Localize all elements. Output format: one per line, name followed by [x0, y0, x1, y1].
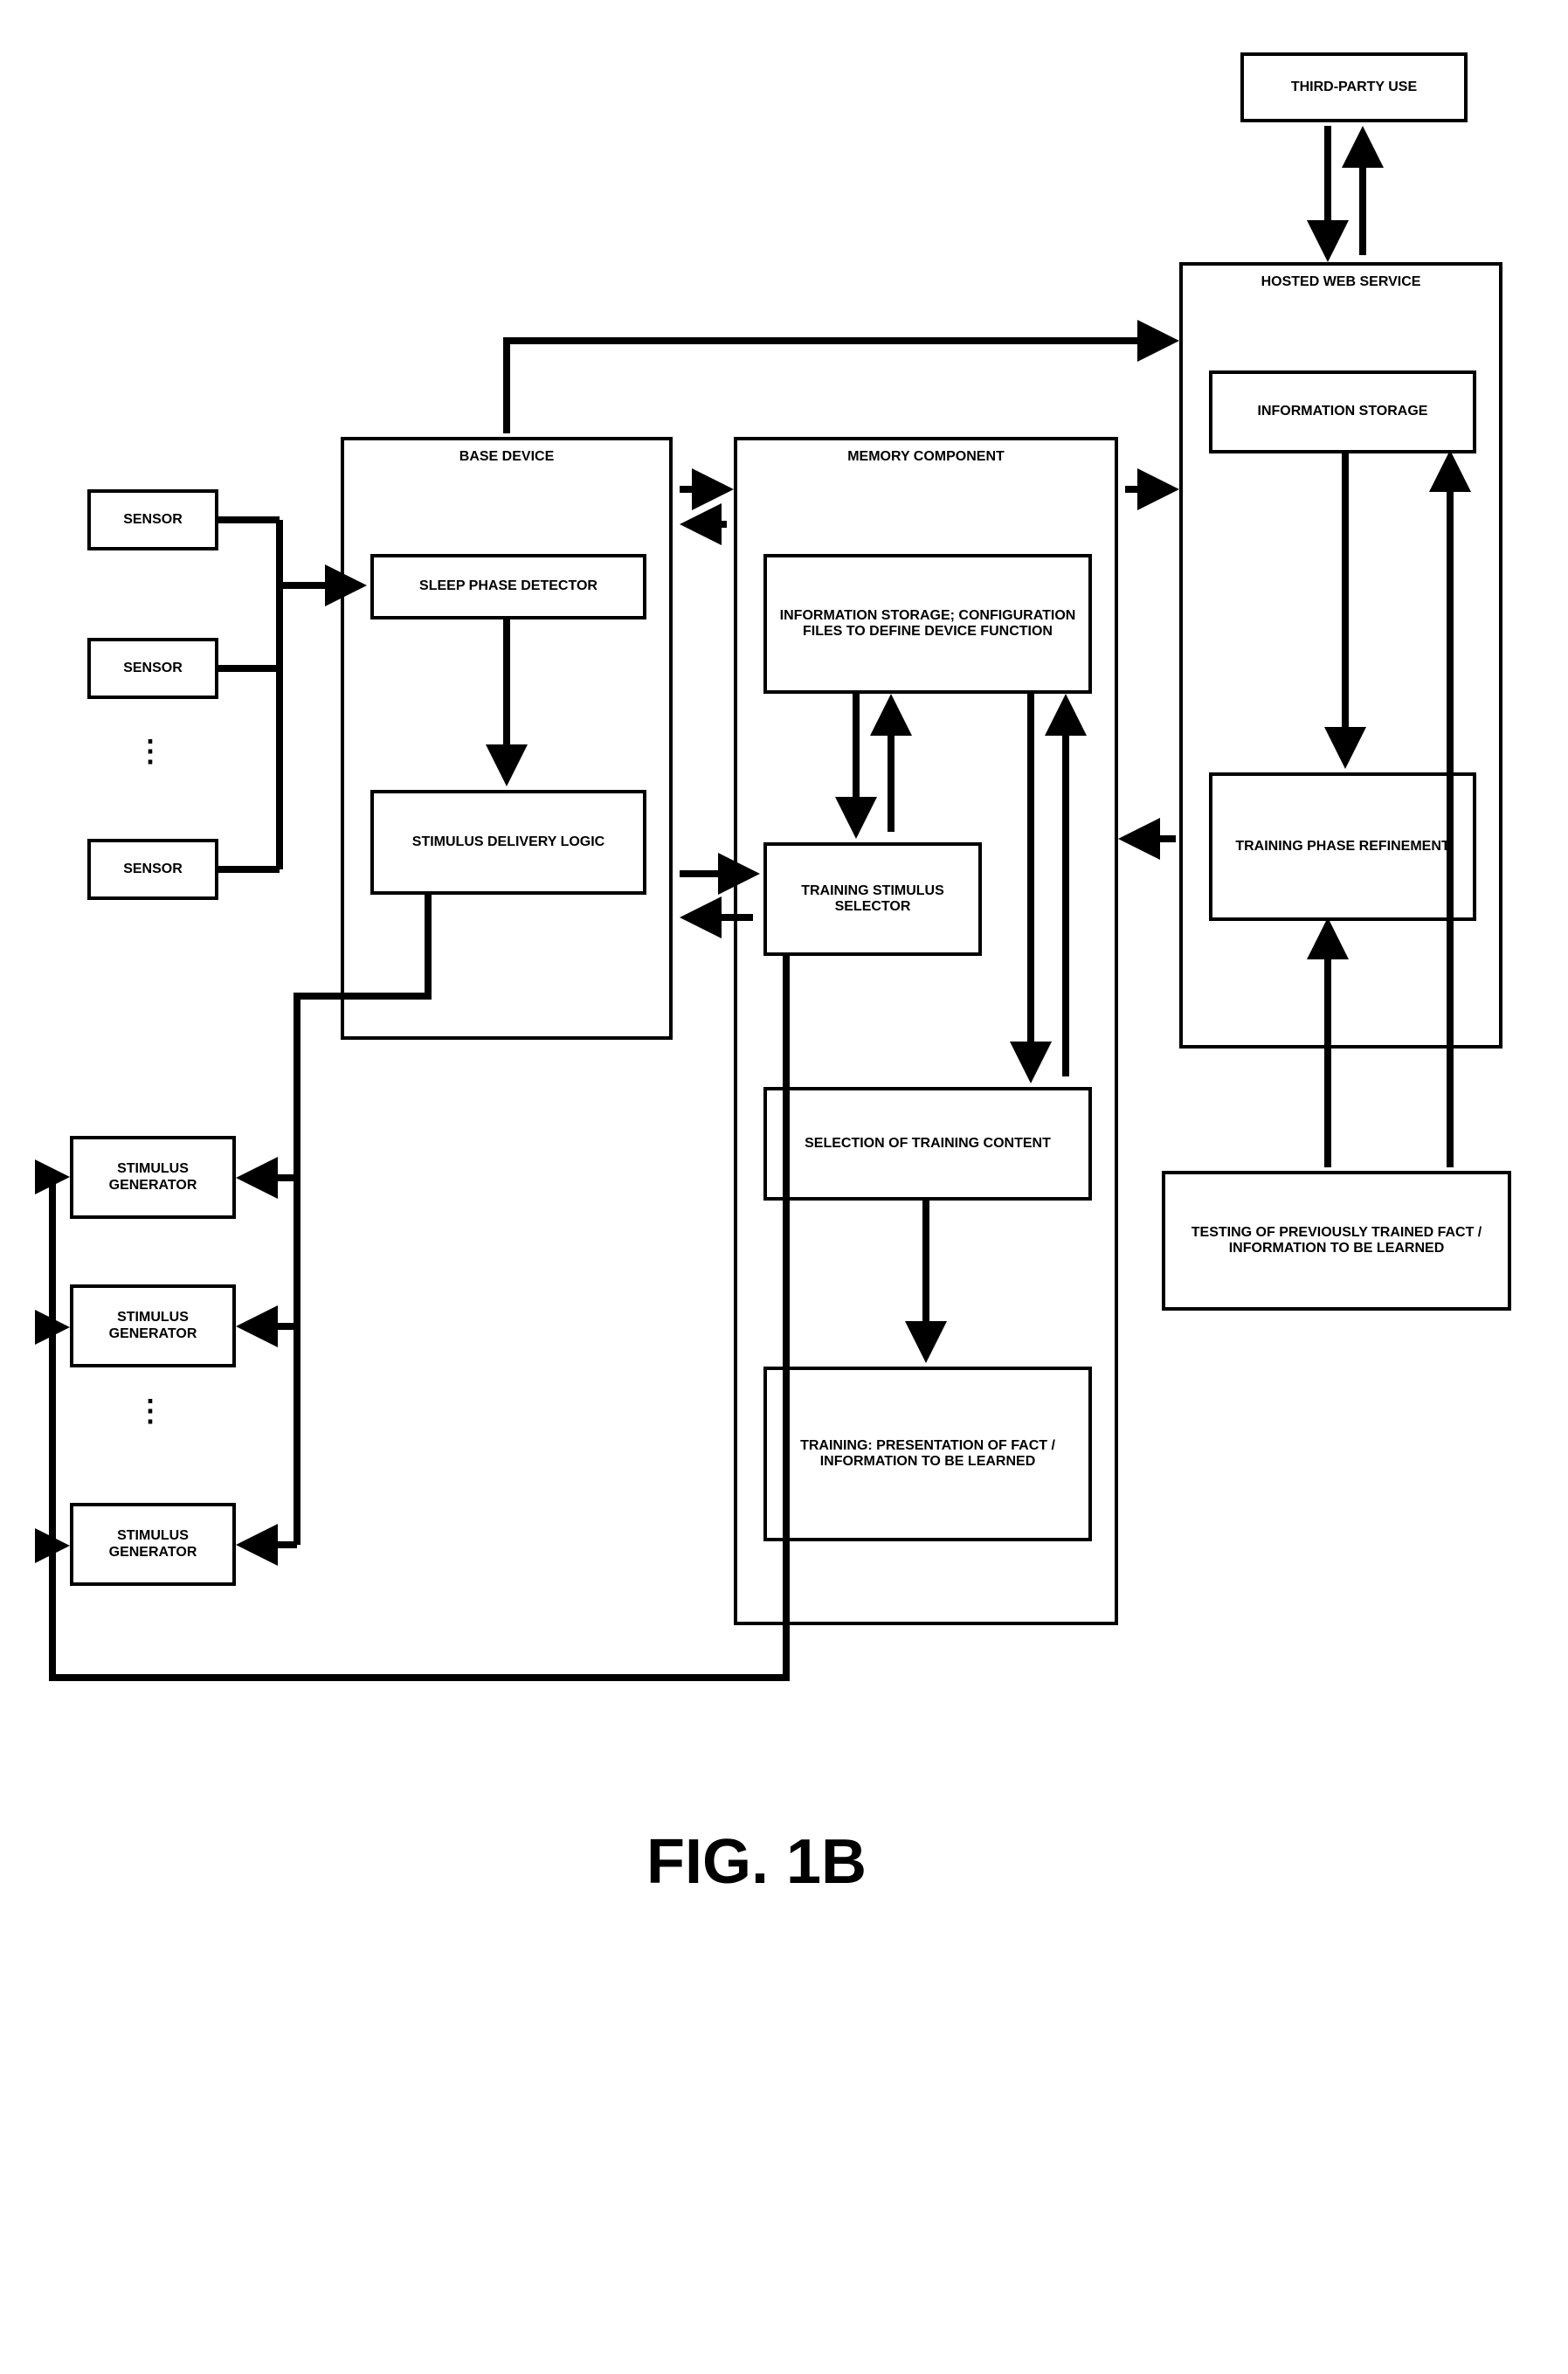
diagram-canvas: SENSOR SENSOR ⋮ SENSOR STIMULUS GENERATO…	[35, 35, 1533, 2339]
stimulus-generator-1: STIMULUS GENERATOR	[70, 1136, 236, 1219]
base-device-container: BASE DEVICE SLEEP PHASE DETECTOR STIMULU…	[341, 437, 673, 1040]
sensor-label: SENSOR	[123, 862, 183, 877]
stimulus-generator-label: STIMULUS GENERATOR	[82, 1161, 224, 1194]
stimulus-generator-2: STIMULUS GENERATOR	[70, 1284, 236, 1367]
sensor-ellipsis: ⋮	[135, 734, 170, 769]
training-stimulus-selector-label: TRAINING STIMULUS SELECTOR	[776, 883, 970, 916]
training-phase-refinement-box: TRAINING PHASE REFINEMENT	[1209, 772, 1476, 921]
info-storage-config-box: INFORMATION STORAGE; CONFIGURATION FILES…	[763, 554, 1092, 694]
testing-box: TESTING OF PREVIOUSLY TRAINED FACT / INF…	[1162, 1171, 1511, 1311]
training-presentation-label: TRAINING: PRESENTATION OF FACT / INFORMA…	[776, 1438, 1080, 1471]
sleep-phase-detector-box: SLEEP PHASE DETECTOR	[370, 554, 646, 619]
sensor-box-n: SENSOR	[87, 839, 218, 900]
information-storage-label: INFORMATION STORAGE	[1258, 404, 1428, 419]
selection-training-content-label: SELECTION OF TRAINING CONTENT	[805, 1136, 1051, 1152]
selection-training-content-box: SELECTION OF TRAINING CONTENT	[763, 1087, 1092, 1201]
sensor-box-2: SENSOR	[87, 638, 218, 699]
sensor-label: SENSOR	[123, 512, 183, 528]
stimulus-delivery-logic-label: STIMULUS DELIVERY LOGIC	[412, 834, 604, 850]
third-party-use-box: THIRD-PARTY USE	[1240, 52, 1468, 122]
base-device-title: BASE DEVICE	[344, 449, 669, 465]
training-stimulus-selector-box: TRAINING STIMULUS SELECTOR	[763, 842, 982, 956]
sensor-box-1: SENSOR	[87, 489, 218, 550]
stimulus-generator-ellipsis: ⋮	[135, 1394, 170, 1429]
hosted-web-service-container: HOSTED WEB SERVICE INFORMATION STORAGE T…	[1179, 262, 1502, 1049]
stimulus-generator-n: STIMULUS GENERATOR	[70, 1503, 236, 1586]
memory-component-container: MEMORY COMPONENT INFORMATION STORAGE; CO…	[734, 437, 1118, 1625]
stimulus-generator-label: STIMULUS GENERATOR	[82, 1528, 224, 1561]
sleep-phase-detector-label: SLEEP PHASE DETECTOR	[419, 578, 597, 594]
figure-label: FIG. 1B	[646, 1826, 867, 1898]
memory-component-title: MEMORY COMPONENT	[737, 449, 1115, 465]
info-storage-config-label: INFORMATION STORAGE; CONFIGURATION FILES…	[776, 608, 1080, 640]
third-party-use-label: THIRD-PARTY USE	[1291, 80, 1417, 95]
training-phase-refinement-label: TRAINING PHASE REFINEMENT	[1235, 839, 1449, 855]
information-storage-box: INFORMATION STORAGE	[1209, 370, 1476, 453]
training-presentation-box: TRAINING: PRESENTATION OF FACT / INFORMA…	[763, 1367, 1092, 1541]
stimulus-delivery-logic-box: STIMULUS DELIVERY LOGIC	[370, 790, 646, 895]
stimulus-generator-label: STIMULUS GENERATOR	[82, 1310, 224, 1342]
testing-label: TESTING OF PREVIOUSLY TRAINED FACT / INF…	[1174, 1225, 1499, 1257]
hosted-web-service-title: HOSTED WEB SERVICE	[1183, 274, 1499, 290]
sensor-label: SENSOR	[123, 661, 183, 676]
